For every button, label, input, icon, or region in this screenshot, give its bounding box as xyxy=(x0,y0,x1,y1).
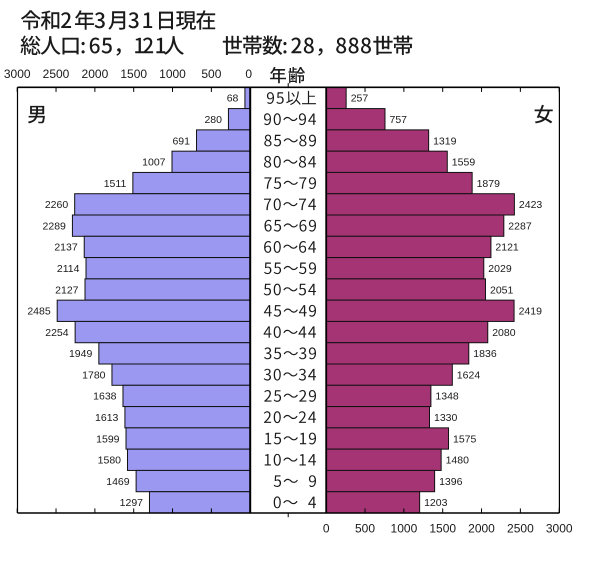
svg-text:1319: 1319 xyxy=(433,135,457,147)
svg-text:2051: 2051 xyxy=(490,284,514,296)
svg-text:2137: 2137 xyxy=(54,242,78,254)
svg-text:1575: 1575 xyxy=(453,433,477,445)
svg-text:1836: 1836 xyxy=(473,348,497,360)
svg-text:1638: 1638 xyxy=(93,391,117,403)
svg-text:1580: 1580 xyxy=(98,455,122,467)
svg-text:1480: 1480 xyxy=(446,455,470,467)
svg-text:1000: 1000 xyxy=(391,522,418,536)
svg-text:1000: 1000 xyxy=(159,67,186,81)
svg-text:1007: 1007 xyxy=(142,157,166,169)
svg-text:3000: 3000 xyxy=(4,67,31,81)
svg-text:500: 500 xyxy=(355,522,375,536)
svg-text:1500: 1500 xyxy=(429,522,456,536)
svg-text:2254: 2254 xyxy=(45,327,69,339)
svg-text:68: 68 xyxy=(227,93,239,105)
svg-text:1500: 1500 xyxy=(120,67,147,81)
svg-text:280: 280 xyxy=(204,114,222,126)
svg-text:2114: 2114 xyxy=(57,263,80,275)
svg-text:2260: 2260 xyxy=(45,199,69,211)
svg-text:691: 691 xyxy=(172,135,190,147)
svg-text:2287: 2287 xyxy=(508,221,532,233)
svg-text:257: 257 xyxy=(351,93,369,105)
svg-text:2500: 2500 xyxy=(507,522,534,536)
svg-text:2500: 2500 xyxy=(43,67,70,81)
svg-text:1330: 1330 xyxy=(434,412,458,424)
svg-text:1879: 1879 xyxy=(477,178,501,190)
svg-text:1613: 1613 xyxy=(95,412,119,424)
svg-text:1559: 1559 xyxy=(452,157,476,169)
svg-text:1780: 1780 xyxy=(82,369,106,381)
svg-text:2127: 2127 xyxy=(55,284,79,296)
svg-text:1511: 1511 xyxy=(104,178,127,190)
svg-text:500: 500 xyxy=(201,67,221,81)
svg-text:1396: 1396 xyxy=(439,476,463,488)
svg-text:757: 757 xyxy=(390,114,408,126)
svg-text:1949: 1949 xyxy=(69,348,93,360)
svg-text:0: 0 xyxy=(245,67,252,81)
svg-text:1203: 1203 xyxy=(424,497,448,509)
svg-text:2000: 2000 xyxy=(468,522,495,536)
svg-text:1348: 1348 xyxy=(435,391,459,403)
svg-text:2000: 2000 xyxy=(82,67,109,81)
svg-text:2423: 2423 xyxy=(519,199,543,211)
svg-text:2121: 2121 xyxy=(495,242,519,254)
svg-text:2419: 2419 xyxy=(519,306,543,318)
svg-text:2485: 2485 xyxy=(27,306,51,318)
svg-text:2289: 2289 xyxy=(43,221,67,233)
svg-text:3000: 3000 xyxy=(546,522,573,536)
svg-text:1624: 1624 xyxy=(457,369,481,381)
svg-text:2029: 2029 xyxy=(488,263,512,275)
svg-text:2080: 2080 xyxy=(492,327,516,339)
svg-text:1469: 1469 xyxy=(106,476,130,488)
svg-text:1599: 1599 xyxy=(96,433,120,445)
svg-text:0: 0 xyxy=(323,522,330,536)
svg-text:1297: 1297 xyxy=(120,497,144,509)
